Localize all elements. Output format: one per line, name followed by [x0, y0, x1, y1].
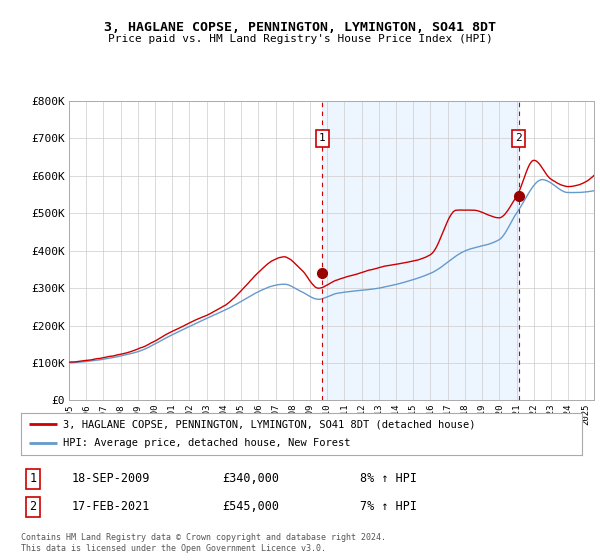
Text: 17-FEB-2021: 17-FEB-2021	[72, 500, 151, 514]
Text: Price paid vs. HM Land Registry's House Price Index (HPI): Price paid vs. HM Land Registry's House …	[107, 34, 493, 44]
Text: 7% ↑ HPI: 7% ↑ HPI	[360, 500, 417, 514]
Text: 2: 2	[29, 500, 37, 514]
Text: 3, HAGLANE COPSE, PENNINGTON, LYMINGTON, SO41 8DT (detached house): 3, HAGLANE COPSE, PENNINGTON, LYMINGTON,…	[63, 419, 476, 430]
Text: HPI: Average price, detached house, New Forest: HPI: Average price, detached house, New …	[63, 438, 350, 448]
Text: Contains HM Land Registry data © Crown copyright and database right 2024.
This d: Contains HM Land Registry data © Crown c…	[21, 533, 386, 553]
Text: 1: 1	[29, 472, 37, 486]
Text: 8% ↑ HPI: 8% ↑ HPI	[360, 472, 417, 486]
Bar	[322, 101, 518, 400]
Text: 18-SEP-2009: 18-SEP-2009	[72, 472, 151, 486]
Text: 2: 2	[515, 133, 522, 143]
Text: 1: 1	[319, 133, 326, 143]
Text: 3, HAGLANE COPSE, PENNINGTON, LYMINGTON, SO41 8DT: 3, HAGLANE COPSE, PENNINGTON, LYMINGTON,…	[104, 21, 496, 34]
Text: £545,000: £545,000	[222, 500, 279, 514]
Text: £340,000: £340,000	[222, 472, 279, 486]
